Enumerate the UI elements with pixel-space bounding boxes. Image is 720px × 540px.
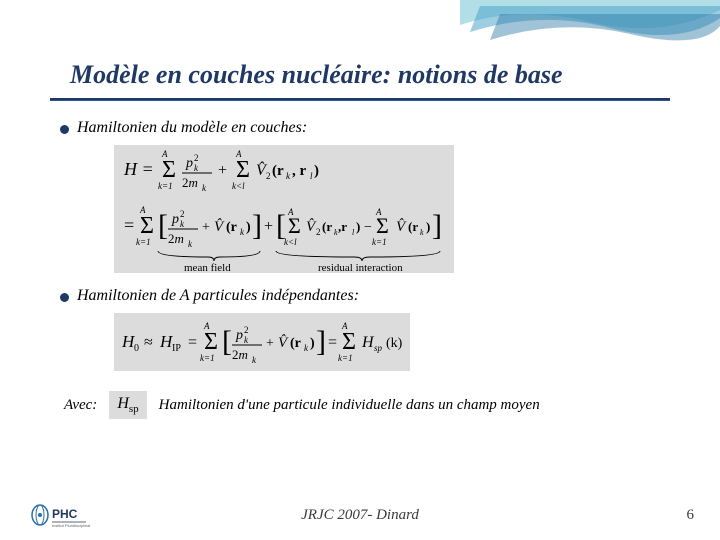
svg-text:2: 2 <box>316 227 321 237</box>
svg-text:PHC: PHC <box>52 507 78 521</box>
svg-text:k=1: k=1 <box>158 181 173 191</box>
hsp-symbol: Hsp <box>109 391 146 419</box>
svg-text:p: p <box>185 156 193 171</box>
equation-hamiltonian-full: H = Σ A k=1 p 2 k 2m k + Σ A k<l V̂ 2 (r… <box>114 145 680 273</box>
bullet-item: Hamiltonien du modèle en couches: <box>60 119 680 137</box>
svg-text:): ) <box>314 163 319 179</box>
svg-text:k=1: k=1 <box>200 353 215 363</box>
bullet-icon <box>60 293 69 302</box>
svg-text:): ) <box>426 219 430 234</box>
svg-text:Σ: Σ <box>162 157 176 183</box>
residual-label: residual interaction <box>318 262 403 273</box>
svg-text:−: − <box>364 220 372 235</box>
svg-text:H: H <box>361 334 375 351</box>
svg-text:Σ: Σ <box>342 329 356 355</box>
svg-text:2m: 2m <box>182 175 198 190</box>
svg-text:2: 2 <box>180 209 185 219</box>
svg-text:+: + <box>218 162 227 179</box>
avec-label: Avec: <box>64 397 97 414</box>
svg-text:=: = <box>328 334 337 351</box>
wave-decoration <box>460 0 720 70</box>
svg-text:[: [ <box>158 209 168 242</box>
svg-text:H =: H = <box>123 159 154 179</box>
svg-text:A: A <box>235 149 242 159</box>
svg-text:A: A <box>139 205 146 215</box>
iphc-logo-icon: PHC Institut Pluridisciplinaire <box>30 502 90 528</box>
bullet-text-2: Hamiltonien de A particules indépendante… <box>77 287 359 305</box>
svg-text:, r: , r <box>292 163 307 179</box>
svg-text:k: k <box>420 228 424 237</box>
footer-text: JRJC 2007- Dinard <box>301 507 419 524</box>
svg-text:+: + <box>264 218 273 235</box>
bullet-text-1: Hamiltonien du modèle en couches: <box>77 119 307 137</box>
svg-text:(r: (r <box>290 336 301 351</box>
svg-text:): ) <box>310 336 315 351</box>
svg-text:k<l: k<l <box>232 181 245 191</box>
svg-text:2: 2 <box>266 171 271 181</box>
svg-text:]: ] <box>432 209 442 242</box>
svg-text:sp: sp <box>374 343 383 353</box>
svg-text:A: A <box>375 207 382 217</box>
svg-text:p: p <box>235 328 243 343</box>
svg-text:]: ] <box>252 209 262 242</box>
svg-text:Σ: Σ <box>204 329 218 355</box>
svg-text:A: A <box>287 207 294 217</box>
equation-svg-2: H 0 ≈ H IP = Σ A k=1 [ p 2 k 2m k + V̂ (… <box>114 313 410 371</box>
equation-hamiltonian-ip: H 0 ≈ H IP = Σ A k=1 [ p 2 k 2m k + V̂ (… <box>114 313 680 371</box>
svg-text:(r: (r <box>226 220 237 235</box>
svg-text:2: 2 <box>244 325 249 335</box>
svg-text:(r: (r <box>408 219 418 234</box>
svg-text:]: ] <box>316 325 326 358</box>
svg-text:,r: ,r <box>338 219 347 234</box>
slide-footer: PHC Institut Pluridisciplinaire JRJC 200… <box>0 502 720 528</box>
mean-field-label: mean field <box>184 262 231 273</box>
svg-text:k=1: k=1 <box>372 237 387 247</box>
svg-text:[: [ <box>222 325 232 358</box>
svg-text:=: = <box>124 215 134 235</box>
page-number: 6 <box>687 507 695 524</box>
svg-text:(r: (r <box>322 219 332 234</box>
svg-text:): ) <box>246 220 251 235</box>
svg-text:(k): (k) <box>386 336 403 351</box>
svg-text:2m: 2m <box>232 347 248 362</box>
svg-text:Σ: Σ <box>236 157 250 183</box>
avec-description: Hamiltonien d'une particule individuelle… <box>159 397 540 414</box>
svg-text:2: 2 <box>194 153 199 163</box>
bullet-icon <box>60 125 69 134</box>
svg-text:IP: IP <box>172 343 181 354</box>
svg-text:=: = <box>188 334 197 351</box>
svg-text:Σ: Σ <box>140 213 154 239</box>
svg-text:k<l: k<l <box>284 237 297 247</box>
svg-text:Institut Pluridisciplinaire: Institut Pluridisciplinaire <box>52 523 90 528</box>
svg-text:(r: (r <box>272 163 284 179</box>
svg-text:+: + <box>202 220 210 235</box>
bullet-item: Hamiltonien de A particules indépendante… <box>60 287 680 305</box>
svg-text:A: A <box>161 149 168 159</box>
svg-text:p: p <box>171 212 179 227</box>
avec-line: Avec: Hsp Hamiltonien d'une particule in… <box>64 391 680 419</box>
svg-text:): ) <box>356 219 360 234</box>
svg-text:0: 0 <box>134 343 139 354</box>
svg-text:2m: 2m <box>168 231 184 246</box>
svg-text:k=1: k=1 <box>338 353 353 363</box>
svg-text:A: A <box>341 321 348 331</box>
svg-text:≈: ≈ <box>144 334 153 351</box>
svg-text:A: A <box>203 321 210 331</box>
equation-svg-1: H = Σ A k=1 p 2 k 2m k + Σ A k<l V̂ 2 (r… <box>114 145 454 273</box>
svg-text:k=1: k=1 <box>136 237 151 247</box>
svg-text:+: + <box>266 336 274 351</box>
